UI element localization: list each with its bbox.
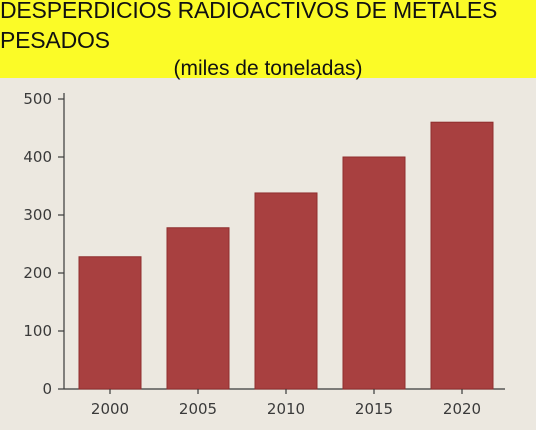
bar-2010 bbox=[254, 192, 318, 390]
y-tick-label: 400 bbox=[23, 148, 52, 166]
y-tick-label: 300 bbox=[23, 206, 52, 224]
x-tick-label: 2000 bbox=[91, 400, 129, 418]
x-tick-label: 2010 bbox=[267, 400, 305, 418]
x-tick-label: 2005 bbox=[179, 400, 217, 418]
bar-2015 bbox=[342, 156, 406, 390]
bar-chart: 0 100 200 300 400 500 2000 2005 2010 2015 2020 bbox=[23, 90, 505, 418]
y-tick-label: 500 bbox=[23, 90, 52, 108]
x-tick-label: 2020 bbox=[443, 400, 481, 418]
bar-2005 bbox=[166, 227, 230, 390]
y-tick-label: 100 bbox=[23, 322, 52, 340]
y-tick-label: 200 bbox=[23, 264, 52, 282]
chart-subtitle: (miles de toneladas) bbox=[173, 57, 363, 80]
y-tick-label: 0 bbox=[42, 380, 52, 398]
x-tick-label: 2015 bbox=[355, 400, 393, 418]
bar-2000 bbox=[78, 256, 142, 390]
title-banner: DESPERDICIOS RADIOACTIVOS DE METALES PES… bbox=[0, 0, 536, 80]
bar-2020 bbox=[430, 121, 494, 390]
chart-title: DESPERDICIOS RADIOACTIVOS DE METALES PES… bbox=[0, 0, 498, 53]
